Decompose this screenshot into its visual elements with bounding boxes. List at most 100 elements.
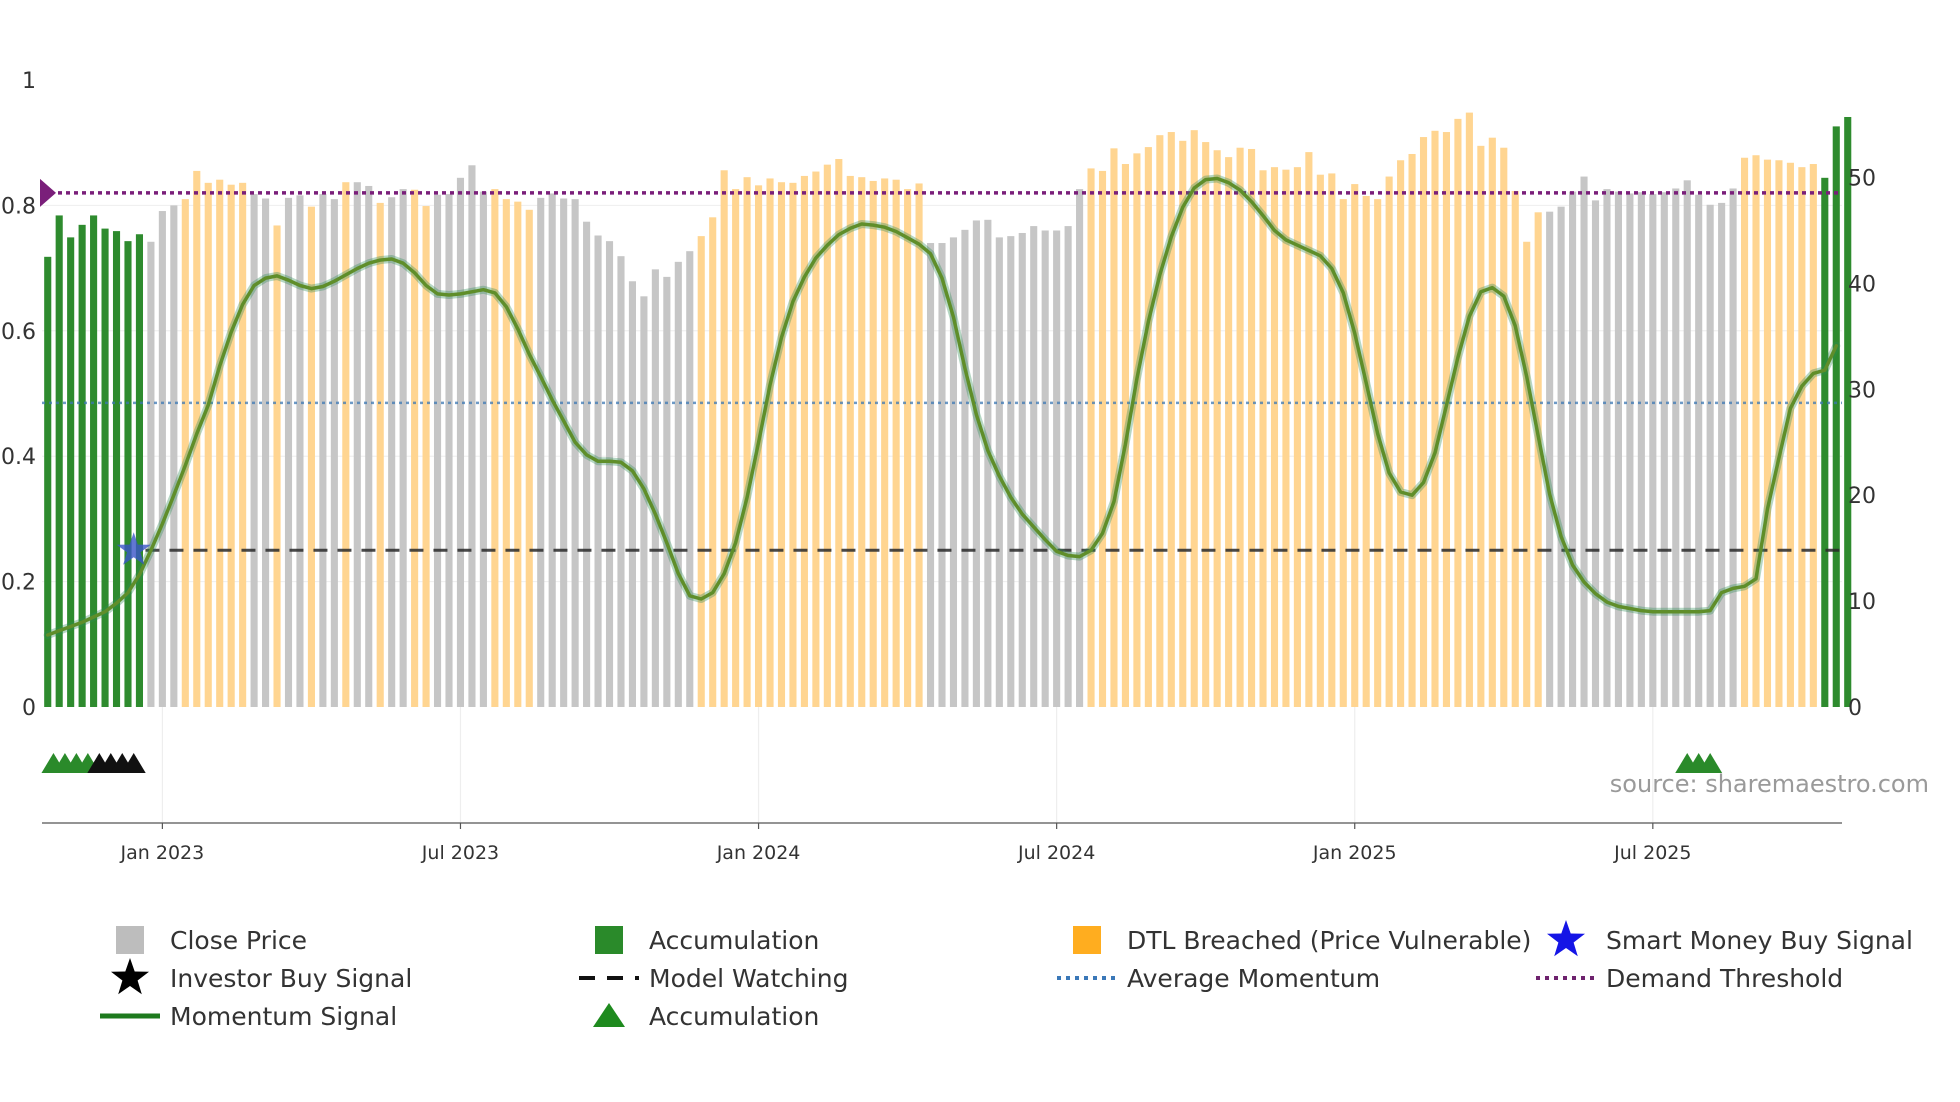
legend-label: Smart Money Buy Signal [1606, 926, 1913, 955]
bar [491, 189, 499, 707]
bar [1569, 191, 1577, 707]
legend-item: Demand Threshold [1536, 964, 1843, 993]
bar [709, 217, 717, 708]
x-tick-label: Jan 2024 [716, 842, 801, 864]
bar [227, 184, 235, 708]
bar [1225, 157, 1233, 708]
bar [663, 276, 671, 707]
investor-triangle [121, 753, 146, 773]
x-tick-label: Jan 2025 [1312, 842, 1397, 864]
bar [1718, 202, 1726, 707]
y-right-tick-label: 50 [1848, 166, 1876, 191]
bar [800, 175, 808, 707]
legend-label: Model Watching [649, 964, 849, 993]
legend-label: Demand Threshold [1606, 964, 1843, 993]
bar [1087, 168, 1095, 708]
bar [1156, 135, 1164, 707]
y-right-tick-label: 10 [1848, 590, 1876, 615]
bar [1018, 232, 1026, 707]
bar [1041, 230, 1049, 708]
bar [651, 269, 659, 707]
bar [1419, 137, 1428, 707]
bar [1511, 190, 1519, 707]
bar [697, 236, 705, 708]
bar [1649, 194, 1657, 707]
bar [411, 189, 419, 708]
bar [1110, 148, 1118, 707]
bar [112, 231, 121, 707]
bar [1683, 180, 1691, 707]
bar [502, 199, 510, 707]
bar [1339, 199, 1347, 707]
bar [869, 180, 877, 707]
bar [468, 165, 476, 708]
bar [1844, 116, 1852, 708]
triangle-icon [593, 1003, 625, 1027]
bar [1397, 160, 1405, 708]
bar [1236, 147, 1244, 707]
bar [216, 179, 224, 707]
bar [674, 261, 682, 707]
demand-threshold-marker [40, 178, 56, 207]
bar [1007, 236, 1015, 708]
bar [1580, 176, 1588, 708]
bar [365, 185, 373, 707]
legend-item: Momentum Signal [100, 1002, 397, 1031]
legend-label: Momentum Signal [170, 1002, 397, 1031]
x-tick-label: Jul 2023 [421, 842, 499, 864]
bar [1740, 157, 1749, 708]
bar [984, 219, 992, 708]
bar [732, 189, 740, 707]
bar [1477, 145, 1485, 707]
bar [1695, 194, 1703, 708]
bar [1752, 155, 1760, 708]
bar [1672, 188, 1680, 707]
bar [571, 199, 579, 707]
legend-item: Average Momentum [1057, 964, 1380, 993]
bar [147, 241, 155, 708]
bar [170, 205, 178, 707]
bar [1385, 176, 1393, 708]
bar [1248, 148, 1256, 708]
bar [1374, 199, 1382, 707]
bar [1603, 189, 1611, 707]
legend: Close Price Accumulation DTL Breached (Pri… [100, 920, 1913, 1031]
bar [605, 241, 614, 707]
bar [823, 164, 831, 707]
bar [1626, 193, 1634, 707]
bar [388, 197, 396, 707]
bar [789, 182, 797, 707]
bar [1202, 142, 1210, 707]
bar [1144, 147, 1152, 708]
legend-label: DTL Breached (Price Vulnerable) [1127, 926, 1531, 955]
y-right-tick-label: 30 [1848, 378, 1876, 403]
bar [766, 178, 774, 708]
bar [101, 228, 109, 707]
source-label: source: sharemaestro.com [1610, 770, 1929, 798]
bar [158, 211, 166, 707]
legend-item: Accumulation [595, 926, 819, 955]
bar [67, 237, 75, 707]
bar [926, 243, 935, 707]
legend-item: Investor Buy Signal [111, 958, 412, 995]
bar [881, 178, 889, 708]
bar [1465, 112, 1473, 707]
x-tick-label: Jan 2023 [120, 842, 205, 864]
bar [135, 234, 144, 707]
bar [262, 198, 270, 708]
bar [537, 197, 545, 707]
bar [1763, 159, 1772, 707]
y-left-tick-label: 0 [22, 696, 36, 721]
bar [1534, 212, 1542, 707]
bar [949, 237, 958, 707]
bar [181, 199, 189, 707]
bar [525, 209, 533, 707]
bar [514, 201, 522, 707]
y-right-tick-label: 40 [1848, 272, 1876, 297]
bar [1064, 226, 1072, 707]
bar [1030, 226, 1038, 707]
bar [193, 170, 201, 708]
bar [640, 296, 648, 707]
legend-item: Close Price [116, 926, 307, 955]
